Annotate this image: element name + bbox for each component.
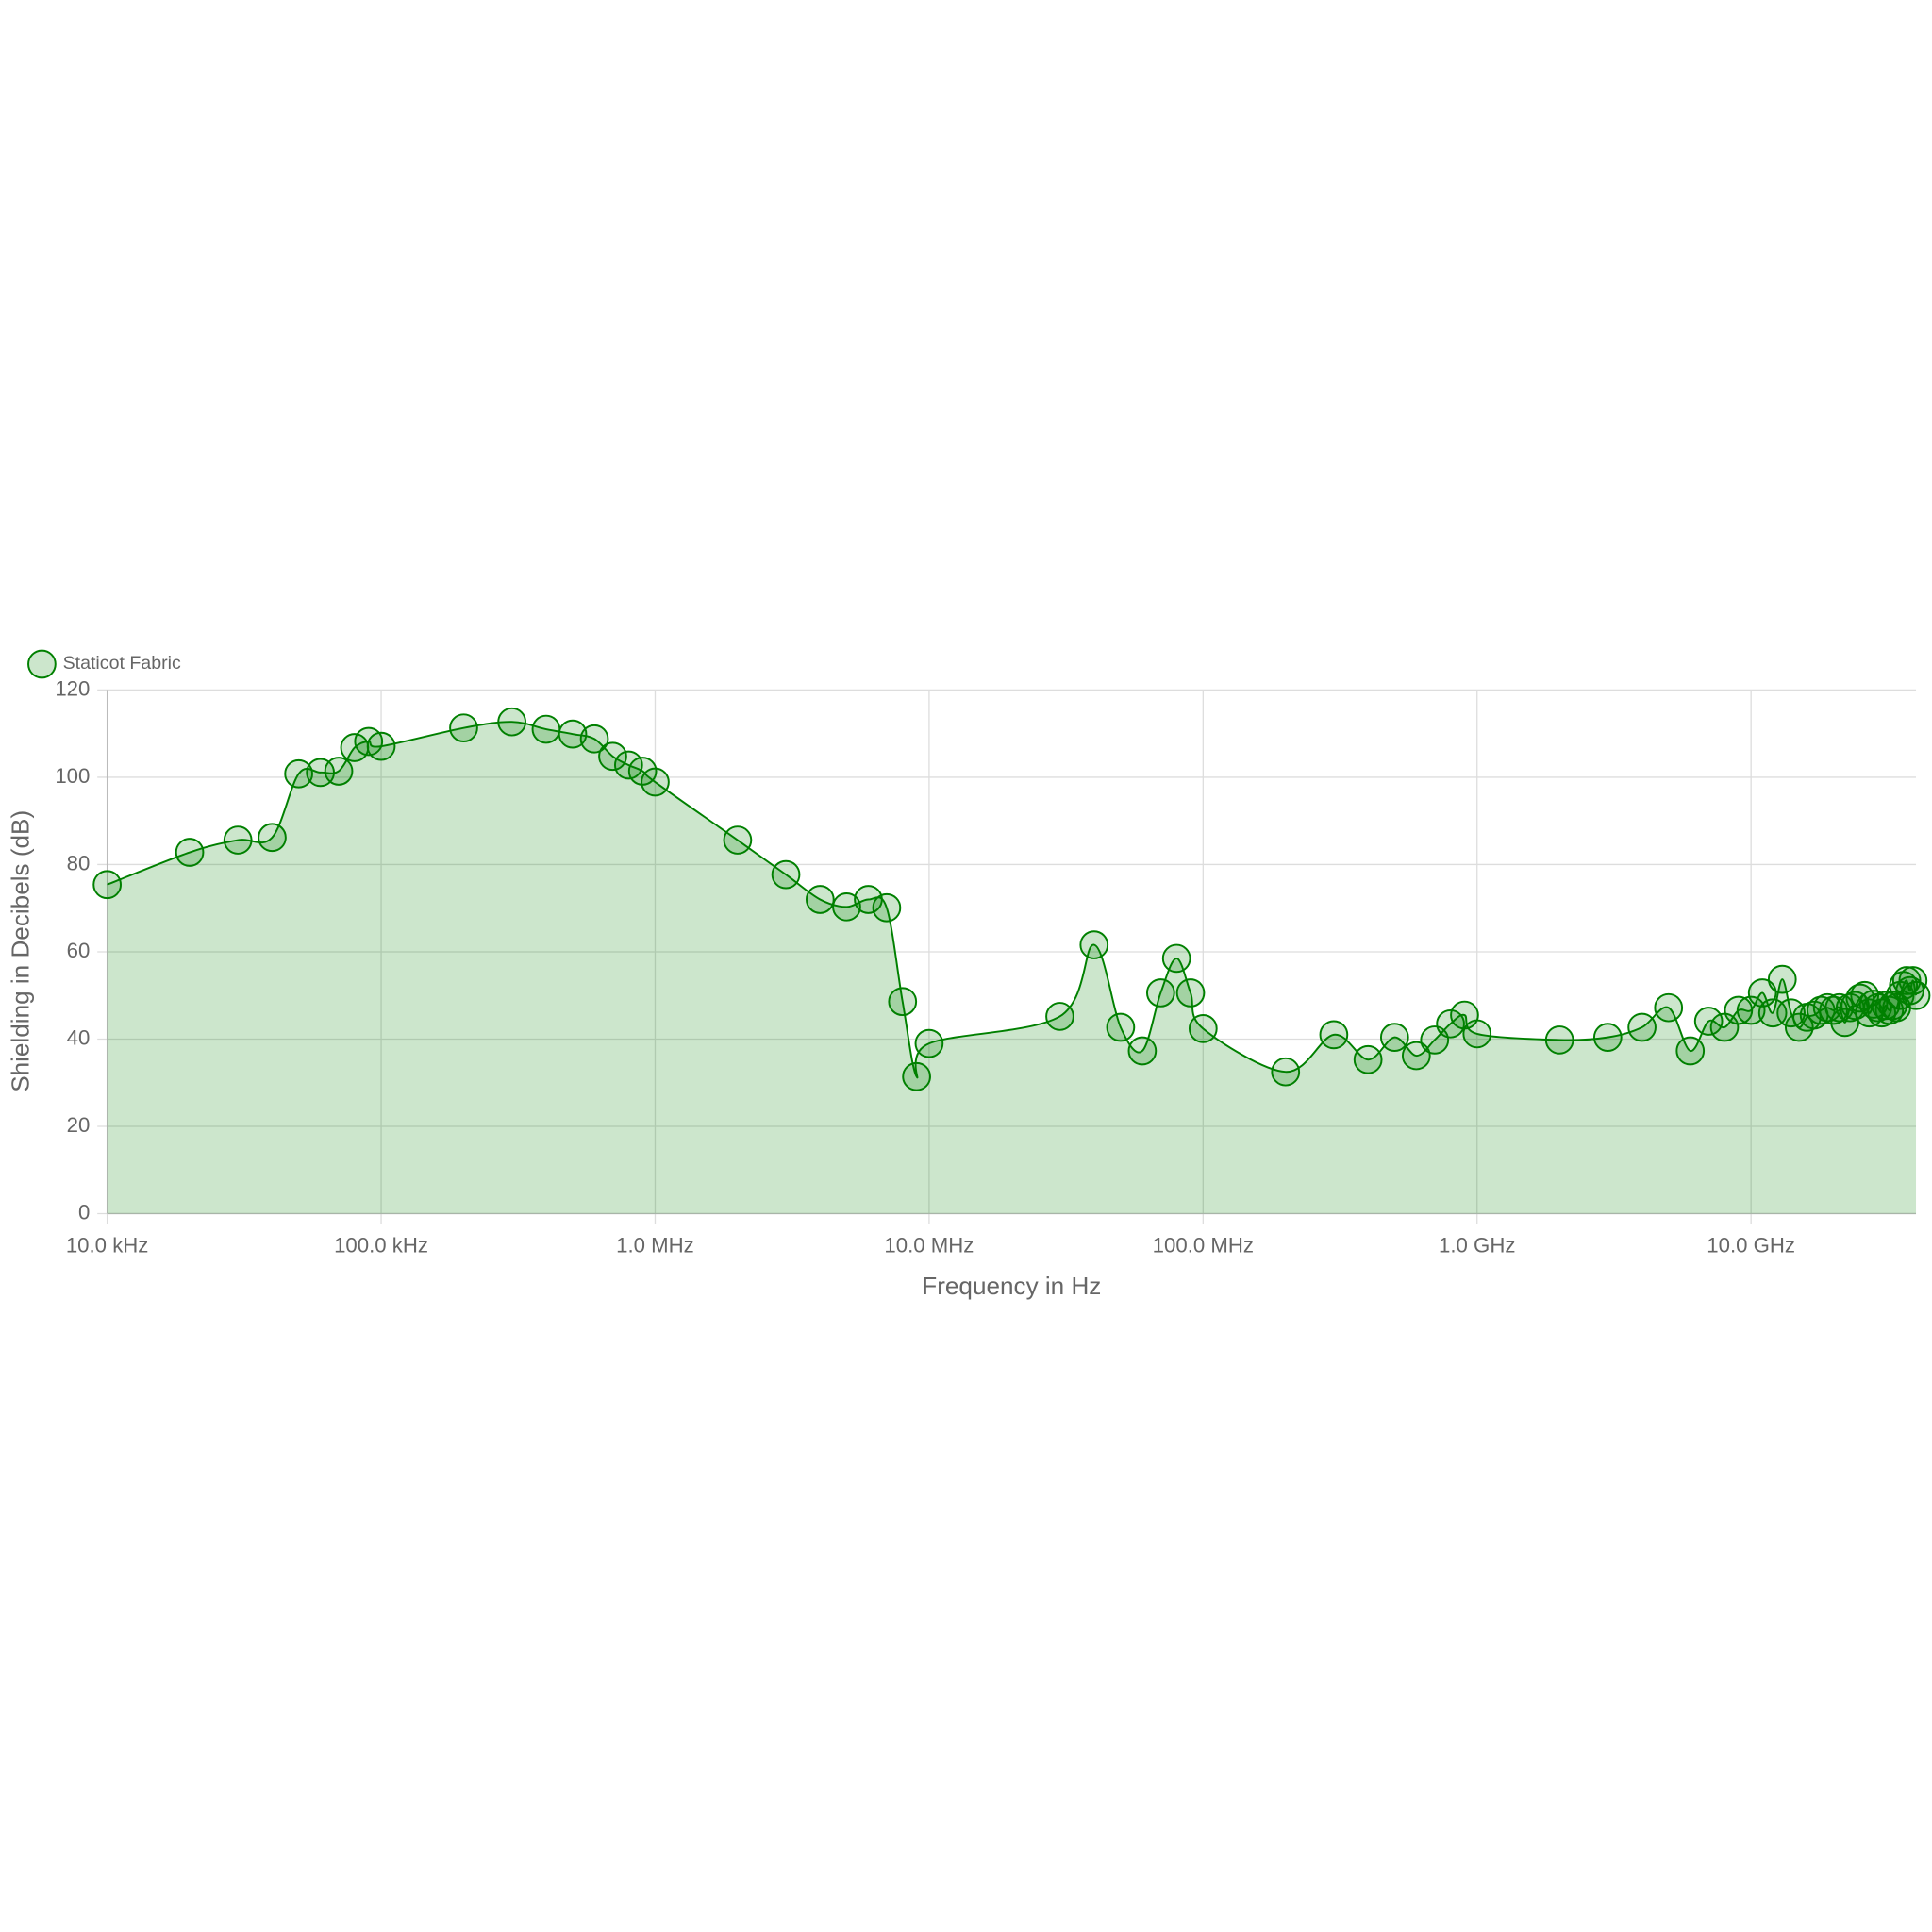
- point: [1871, 991, 1901, 1021]
- point: [558, 719, 588, 749]
- point: [1767, 964, 1797, 994]
- point: [1045, 1002, 1074, 1031]
- y-tick-label: 60: [67, 939, 91, 962]
- x-tick-label: 10.0 GHz: [1707, 1234, 1795, 1257]
- point: [723, 825, 753, 855]
- point: [531, 714, 561, 744]
- point: [1654, 992, 1684, 1023]
- x-tick-label: 100.0 MHz: [1153, 1234, 1254, 1257]
- x-tick-label: 100.0 kHz: [334, 1234, 428, 1257]
- point: [805, 885, 835, 914]
- point: [1079, 930, 1109, 959]
- point: [854, 885, 883, 914]
- x-tick-label: 10.0 MHz: [884, 1234, 974, 1257]
- point: [449, 713, 478, 743]
- y-tick-label: 40: [67, 1025, 91, 1049]
- x-tick-label: 1.0 GHz: [1439, 1234, 1515, 1257]
- point: [1319, 1020, 1349, 1050]
- point: [1188, 1014, 1218, 1043]
- y-tick-label: 120: [55, 676, 90, 700]
- y-tick-label: 20: [67, 1113, 91, 1137]
- point: [1353, 1044, 1383, 1074]
- point: [258, 823, 287, 853]
- point: [1901, 980, 1931, 1010]
- point: [497, 707, 526, 737]
- area: [107, 722, 1917, 1214]
- point: [324, 757, 354, 786]
- point: [1379, 1023, 1409, 1052]
- point: [1693, 1007, 1724, 1036]
- point: [832, 891, 861, 922]
- point: [1724, 995, 1754, 1025]
- point: [1106, 1012, 1136, 1042]
- point: [1401, 1041, 1431, 1071]
- legend-marker: [27, 649, 57, 679]
- point: [1592, 1023, 1623, 1052]
- y-tick-label: 0: [78, 1200, 90, 1224]
- point: [598, 741, 627, 772]
- point: [1627, 1012, 1657, 1042]
- x-tick-label: 1.0 MHz: [616, 1234, 694, 1257]
- point: [92, 870, 122, 900]
- point: [1544, 1025, 1574, 1055]
- point: [1736, 995, 1766, 1025]
- y-tick-label: 100: [55, 764, 90, 788]
- point: [1175, 978, 1206, 1008]
- x-tick-label: 10.0 kHz: [66, 1234, 149, 1257]
- point: [579, 724, 609, 754]
- y-tick-label: 80: [67, 851, 91, 874]
- legend-label: Staticot Fabric: [63, 653, 181, 674]
- point: [1462, 1019, 1492, 1049]
- point: [613, 750, 643, 780]
- point: [641, 767, 670, 797]
- point: [1784, 1012, 1814, 1042]
- point: [1145, 978, 1175, 1008]
- point: [284, 758, 313, 789]
- point: [771, 859, 801, 890]
- point: [175, 838, 205, 867]
- point: [872, 892, 902, 923]
- y-axis-title: Shielding in Decibels (dB): [6, 810, 34, 1092]
- point: [1675, 1036, 1706, 1066]
- x-axis-title: Frequency in Hz: [922, 1272, 1101, 1300]
- point: [902, 1061, 931, 1091]
- point: [914, 1028, 944, 1058]
- point: [888, 987, 918, 1017]
- point: [1271, 1057, 1301, 1087]
- point: [223, 825, 253, 855]
- point: [1161, 943, 1191, 974]
- point: [366, 731, 396, 761]
- point: [1127, 1036, 1158, 1066]
- point: [1436, 1008, 1465, 1039]
